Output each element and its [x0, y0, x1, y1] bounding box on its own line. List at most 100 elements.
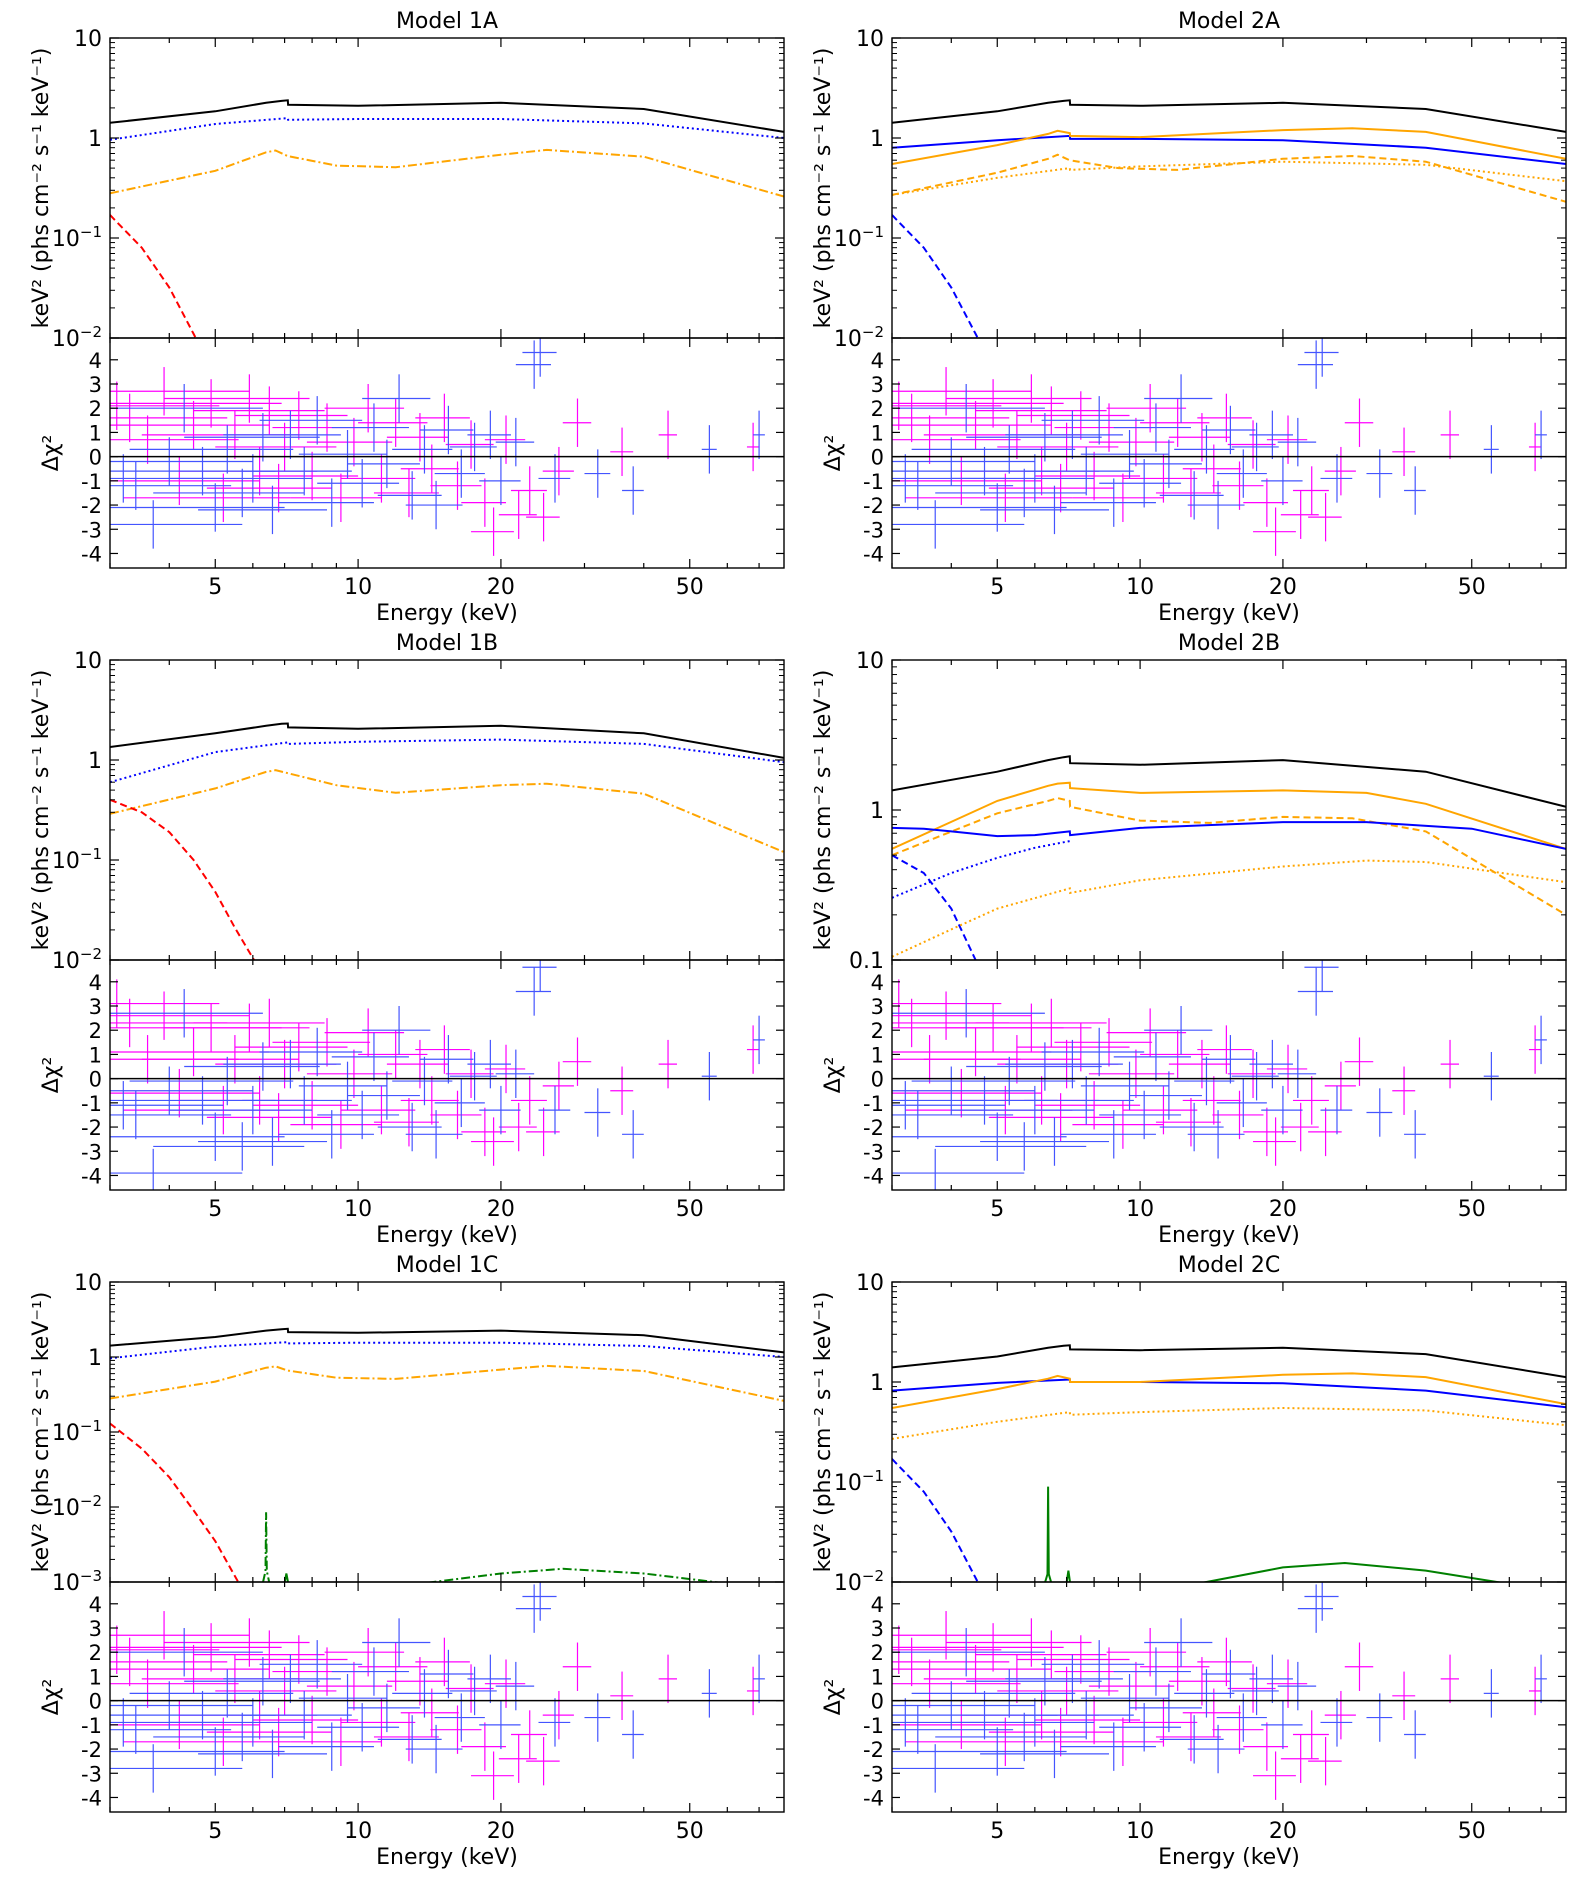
- series-orange-solid: [892, 781, 1566, 850]
- y-tick-label: 10−2: [52, 945, 102, 974]
- y-tick-label: 10−2: [52, 323, 102, 352]
- residual-points: [892, 338, 1547, 556]
- res-tick-label: -4: [81, 1786, 102, 1810]
- series-total: [110, 722, 784, 759]
- res-tick-label: -1: [81, 1092, 102, 1116]
- series-blue-dashed: [892, 854, 978, 960]
- res-tick-label: -3: [863, 1140, 884, 1164]
- series-red-dashed: [110, 214, 197, 338]
- res-tick-label: -1: [863, 1092, 884, 1116]
- y-tick-label: 1: [88, 127, 102, 152]
- residual-axis-label: Δχ²: [821, 1057, 846, 1094]
- res-tick-label: 3: [871, 995, 884, 1019]
- res-tick-label: 2: [89, 397, 102, 421]
- x-tick-label: 20: [487, 1819, 515, 1844]
- y-tick-label: 10: [74, 649, 102, 674]
- y-tick-label: 10−1: [834, 223, 884, 252]
- res-tick-label: -2: [863, 494, 884, 518]
- y-tick-label: 1: [88, 749, 102, 774]
- res-tick-label: 3: [89, 995, 102, 1019]
- res-tick-label: -1: [81, 470, 102, 494]
- y-tick-label: 10: [74, 1271, 102, 1296]
- res-tick-label: 2: [89, 1641, 102, 1665]
- res-tick-label: 2: [871, 1641, 884, 1665]
- x-ticks: [891, 659, 1566, 1190]
- series-orange-dotted: [892, 1406, 1566, 1440]
- x-tick-label: 5: [990, 1197, 1004, 1222]
- chart-title: Model 1B: [396, 631, 498, 656]
- residual-frame: [891, 337, 1567, 569]
- x-axis-label: Energy (keV): [376, 1223, 518, 1248]
- res-tick-label: 3: [89, 373, 102, 397]
- y-axis-label: keV² (phs cm⁻² s⁻¹ keV⁻¹): [811, 1292, 836, 1573]
- x-ticks: [891, 1281, 1566, 1812]
- series-total: [892, 1344, 1566, 1379]
- y-tick-label: 10−2: [834, 1567, 884, 1596]
- res-tick-label: 2: [871, 1019, 884, 1043]
- y-tick-label: 10: [856, 27, 884, 52]
- res-tick-label: 3: [871, 1617, 884, 1641]
- res-tick-label: -2: [81, 1116, 102, 1140]
- x-tick-label: 50: [1458, 1819, 1486, 1844]
- x-tick-label: 50: [1458, 575, 1486, 600]
- series-blue-solid: [892, 134, 1566, 165]
- residual-frame: [109, 959, 785, 1191]
- spectrum-frame: [109, 37, 785, 339]
- residual-axis-label: Δχ²: [821, 1679, 846, 1716]
- series-total: [110, 99, 784, 133]
- res-tick-label: -2: [863, 1116, 884, 1140]
- y-tick-label: 10−2: [834, 323, 884, 352]
- res-tick-label: -1: [863, 1714, 884, 1738]
- chart-title: Model 2A: [1178, 9, 1280, 34]
- y-tick-label: 10: [856, 649, 884, 674]
- series-red-dashed: [110, 798, 256, 960]
- series-blue-solid: [892, 821, 1566, 850]
- series-orange-dashdot: [110, 1364, 784, 1402]
- res-tick-label: 4: [89, 349, 102, 373]
- x-tick-label: 50: [676, 1819, 704, 1844]
- chart-title: Model 1C: [396, 1253, 498, 1278]
- x-tick-label: 10: [344, 1197, 372, 1222]
- x-tick-label: 50: [676, 1197, 704, 1222]
- x-axis-label: Energy (keV): [1158, 1845, 1300, 1870]
- residual-axis-label: Δχ²: [39, 1679, 64, 1716]
- residual-points: [892, 1582, 1547, 1800]
- chart-title: Model 2B: [1178, 631, 1280, 656]
- y-axis-label: keV² (phs cm⁻² s⁻¹ keV⁻¹): [811, 670, 836, 951]
- y-axis-label: keV² (phs cm⁻² s⁻¹ keV⁻¹): [29, 1292, 54, 1573]
- y-tick-label: 10−2: [52, 1492, 102, 1521]
- x-tick-label: 50: [676, 575, 704, 600]
- series-green-continuum: [427, 1567, 721, 1582]
- residual-frame: [109, 1581, 785, 1813]
- spectrum-frame: [891, 1281, 1567, 1583]
- x-tick-label: 20: [487, 575, 515, 600]
- residual-points: [110, 1582, 765, 1800]
- series-orange-dotted: [892, 859, 1566, 958]
- x-tick-label: 20: [487, 1197, 515, 1222]
- y-tick-label: 10−1: [52, 845, 102, 874]
- y-axis-label: keV² (phs cm⁻² s⁻¹ keV⁻¹): [29, 48, 54, 329]
- y-tick-label: 1: [870, 1371, 884, 1396]
- x-tick-label: 10: [344, 575, 372, 600]
- x-tick-label: 20: [1269, 1197, 1297, 1222]
- spectrum-frame: [891, 37, 1567, 339]
- x-tick-label: 5: [208, 575, 222, 600]
- res-tick-label: 3: [89, 1617, 102, 1641]
- series-orange-solid: [892, 1372, 1566, 1409]
- res-tick-label: 4: [89, 971, 102, 995]
- res-tick-label: -1: [81, 1714, 102, 1738]
- series-orange-solid: [892, 127, 1566, 165]
- series-green-line-2: [283, 1573, 289, 1582]
- res-tick-label: 0: [89, 1068, 102, 1092]
- series-green-line-2: [1065, 1570, 1071, 1582]
- res-tick-label: 1: [871, 1665, 884, 1689]
- series-green-continuum: [1201, 1561, 1503, 1582]
- residual-axis-label: Δχ²: [821, 435, 846, 472]
- series-red-dashed: [110, 1422, 240, 1582]
- series-blue-dotted: [110, 738, 784, 784]
- res-tick-label: 1: [871, 421, 884, 445]
